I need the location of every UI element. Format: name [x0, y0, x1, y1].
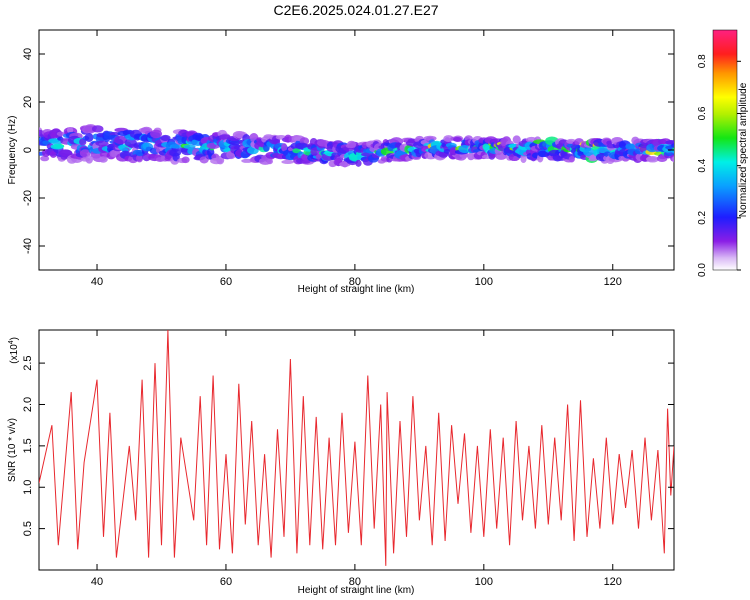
- spectrogram-x-tick-label: 120: [604, 276, 622, 288]
- heatmap-cell: [347, 140, 357, 149]
- spectrogram-y-tick-label: 0: [22, 147, 34, 153]
- heatmap-cell: [169, 144, 183, 149]
- heatmap-cell: [160, 134, 171, 141]
- heatmap-cell: [84, 125, 95, 133]
- snr-x-tick-label: 40: [91, 576, 103, 588]
- colorbar-label: Normalized spectral amplitude: [738, 82, 749, 217]
- colorbar-tick-label: 0.2: [697, 210, 708, 224]
- spectrogram-x-tick-labels: 40 60 80 100 120: [91, 276, 622, 288]
- heatmap-cell: [453, 136, 462, 142]
- svg-text:(x104): (x104): [8, 337, 20, 364]
- spectrogram-x-tick-label: 40: [91, 276, 103, 288]
- heatmap-cell: [568, 155, 575, 163]
- heatmap-cell: [136, 154, 144, 163]
- heatmap-cell: [66, 127, 74, 134]
- spectrogram-heatmap: [39, 124, 674, 168]
- heatmap-cell: [671, 143, 674, 148]
- heatmap-cell: [281, 159, 295, 165]
- spectrogram-ticks: [39, 30, 674, 270]
- colorbar-tick-label: 0.4: [697, 158, 708, 172]
- heatmap-cell: [150, 129, 163, 139]
- snr-x-tick-label: 60: [220, 576, 232, 588]
- heatmap-cell: [50, 143, 64, 150]
- colorbar-tick-label: 0.0: [697, 263, 708, 277]
- snr-y-tick-label: 2.5: [22, 355, 34, 370]
- snr-multiplier-exp: 4: [8, 340, 15, 344]
- heatmap-cell: [646, 156, 659, 163]
- spectrogram-y-tick-label: 40: [22, 48, 34, 60]
- snr-y-tick-label: 0.5: [22, 521, 34, 536]
- colorbar-gradient: [712, 29, 738, 271]
- heatmap-cell: [671, 156, 674, 163]
- figure-title: C2E6.2025.024.01.27.E27: [273, 2, 438, 18]
- spectrogram-panel: 40 60 80 100 120 40 20 0 -20 -40 Height of strai…: [7, 29, 675, 295]
- heatmap-cell: [91, 125, 104, 133]
- snr-y-tick-labels: 2.5 2.0 1.5 1.0 0.5: [22, 355, 34, 536]
- heatmap-cell: [40, 155, 50, 162]
- heatmap-cell: [181, 156, 190, 164]
- heatmap-cell: [266, 158, 273, 165]
- snr-x-tick-label: 120: [604, 576, 622, 588]
- colorbar-tick-label: 0.6: [697, 106, 708, 120]
- spectrogram-x-axis-label: Height of straight line (km): [298, 284, 415, 295]
- heatmap-cell: [98, 156, 108, 163]
- snr-x-tick-label: 80: [349, 576, 361, 588]
- spectrogram-x-tick-label: 60: [220, 276, 232, 288]
- heatmap-cell: [670, 148, 674, 154]
- heatmap-cell: [84, 133, 94, 142]
- snr-frame: [38, 329, 675, 571]
- heatmap-cell: [667, 139, 674, 145]
- spectrogram-x-tick-label: 100: [475, 276, 493, 288]
- spectrogram-y-axis-label: Frequency (Hz): [7, 116, 18, 185]
- heatmap-cell: [512, 135, 521, 144]
- heatmap-cell: [281, 143, 288, 152]
- colorbar: 0.0 0.2 0.4 0.6 0.8 Normalized spectral ampl…: [697, 29, 749, 277]
- heatmap-cell: [56, 131, 65, 137]
- snr-multiplier-base: (x10: [9, 344, 20, 364]
- snr-y-tick-label: 1.5: [22, 438, 34, 453]
- heatmap-cell: [292, 148, 301, 154]
- snr-ticks: [39, 330, 674, 570]
- snr-x-tick-label: 100: [475, 576, 493, 588]
- colorbar-tick-labels: 0.0 0.2 0.4 0.6 0.8: [697, 54, 741, 277]
- spectrogram-y-tick-label: -40: [22, 238, 34, 254]
- heatmap-cell: [114, 135, 128, 145]
- colorbar-tick-label: 0.8: [697, 54, 708, 68]
- snr-series-line: [39, 330, 674, 566]
- snr-y-axis-label: SNR (10 * v/v): [7, 418, 18, 482]
- heatmap-cell: [583, 148, 597, 157]
- heatmap-cell: [355, 159, 362, 167]
- heatmap-cell: [85, 154, 94, 164]
- spectrogram-y-tick-labels: 40 20 0 -20 -40: [22, 48, 34, 254]
- spectrogram-x-tick-label: 80: [349, 276, 361, 288]
- snr-x-tick-labels: 40 60 80 100 120: [91, 576, 622, 588]
- snr-y-multiplier: (x104): [8, 337, 20, 364]
- snr-y-tick-label: 1.0: [22, 480, 34, 495]
- heatmap-cell: [59, 149, 73, 157]
- spectrogram-y-tick-label: 20: [22, 96, 34, 108]
- snr-panel: 40 60 80 100 120 2.5 2.0 1.5 1.0 0.5 Height of s…: [7, 329, 675, 596]
- snr-y-tick-label: 2.0: [22, 397, 34, 412]
- spectrogram-y-tick-label: -20: [22, 190, 34, 206]
- snr-x-axis-label: Height of straight line (km): [298, 585, 415, 596]
- heatmap-cell: [443, 135, 454, 142]
- heatmap-cell: [520, 154, 527, 164]
